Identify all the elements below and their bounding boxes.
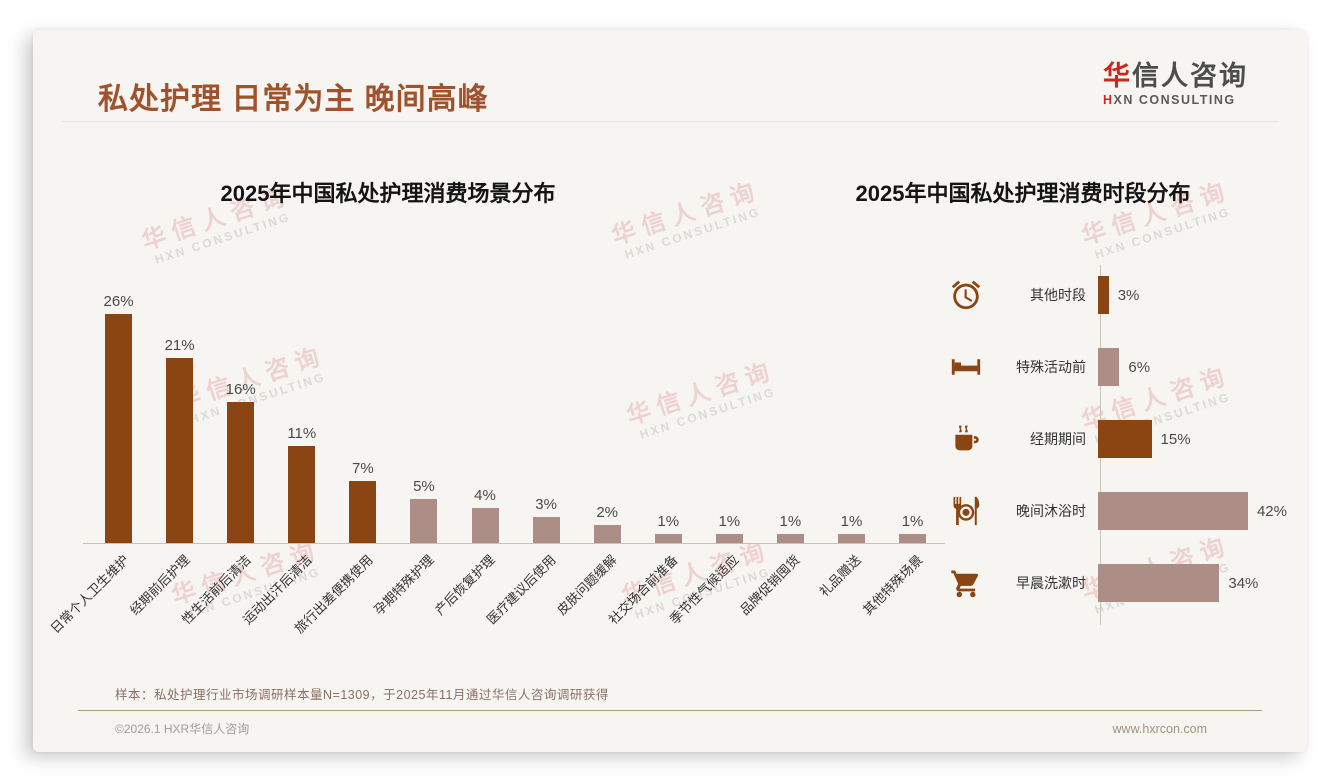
time-category-label: 特殊活动前 — [1016, 359, 1086, 375]
website-url: www.hxrcon.com — [1112, 722, 1207, 736]
scene-bar-value-label: 5% — [413, 478, 435, 495]
time-category-label: 早晨洗漱时 — [1016, 575, 1086, 591]
logo-english-name: HXN CONSULTING — [1103, 92, 1236, 107]
time-category-label: 其他时段 — [1030, 287, 1086, 303]
watermark-en-text: HXN CONSULTING — [623, 204, 763, 262]
time-bar — [1098, 420, 1152, 458]
time-bar-value-label: 6% — [1128, 358, 1151, 376]
scene-bar-category-label: 皮肤问题缓解 — [554, 552, 620, 618]
time-row: 早晨洗漱时 34% — [948, 563, 1293, 603]
scene-bar — [837, 534, 865, 543]
scene-bar — [288, 446, 316, 543]
scene-bar — [410, 499, 438, 543]
scene-bar — [654, 534, 682, 543]
scene-bar-value-label: 1% — [840, 513, 863, 531]
time-bar — [1098, 276, 1109, 314]
scene-bar-column: 7% 旅行出差便携使用 — [291, 285, 393, 636]
scene-bar — [166, 358, 194, 543]
scene-bar-value-label: 2% — [596, 504, 618, 522]
coffee-icon — [948, 421, 984, 457]
dining-icon — [948, 493, 984, 529]
scene-bar — [471, 507, 499, 543]
watermark-en-text: HXN CONSULTING — [153, 209, 293, 267]
time-row: 经期期间 15% — [948, 419, 1293, 459]
scene-bar — [715, 534, 743, 543]
scene-bar — [593, 525, 621, 543]
scene-bar-column: 1% 礼品赠送 — [817, 285, 882, 600]
time-bar — [1098, 492, 1248, 530]
scene-bar-value-label: 26% — [103, 293, 134, 311]
scene-bar-column: 1% 社交场合前准备 — [606, 285, 699, 627]
report-card: 华信人咨询 HXN CONSULTING 华信人咨询 HXN CONSULTING 华信… — [33, 30, 1307, 752]
scene-bar — [899, 534, 927, 543]
scene-bar-category-label: 季节性气候适应 — [667, 552, 743, 628]
scene-bar-value-label: 16% — [225, 381, 256, 399]
time-row: 晚间沐浴时 42% — [948, 491, 1293, 531]
time-bar-value-label: 3% — [1117, 286, 1140, 304]
scene-bars: 26% 日常个人卫生维护 21% 经期前后护理 16% 性生活前后清洁 11% 运动出汗后清洁… — [47, 285, 943, 636]
scene-bar-category-label: 社交场合前准备 — [606, 552, 681, 628]
scene-bar — [349, 481, 377, 543]
scene-bar-value-label: 11% — [287, 425, 317, 443]
time-category-label: 晚间沐浴时 — [1016, 503, 1086, 519]
scene-bar-value-label: 1% — [901, 513, 924, 531]
scene-bar-value-label: 1% — [779, 513, 802, 531]
time-bar-value-label: 42% — [1256, 502, 1287, 520]
scene-bar-category-label: 品牌促销囤货 — [737, 552, 804, 618]
scene-bar-column: 1% 季节性气候适应 — [667, 285, 760, 627]
scene-bar-value-label: 7% — [352, 460, 374, 478]
scene-bar-category-label: 旅行出差便携使用 — [291, 552, 376, 637]
scene-bar-category-label: 经期前后护理 — [126, 552, 193, 618]
time-category-label: 经期期间 — [1030, 431, 1086, 447]
time-row: 其他时段 3% — [948, 275, 1293, 315]
logo-chinese-name: 华信人咨询 — [1103, 61, 1248, 91]
scene-bar-value-label: 3% — [535, 495, 557, 513]
scene-bar — [227, 402, 255, 543]
scene-bar-value-label: 1% — [718, 513, 741, 531]
scene-bar-value-label: 1% — [657, 513, 680, 531]
time-bar-value-label: 34% — [1228, 574, 1259, 592]
scene-bar-category-label: 运动出汗后清洁 — [239, 552, 315, 628]
scene-bar-category-label: 孕期特殊护理 — [370, 552, 437, 618]
sample-note: 样本：私处护理行业市场调研样本量N=1309，于2025年11月通过华信人咨询调… — [115, 688, 609, 702]
scene-bar-value-label: 21% — [164, 337, 195, 355]
scene-bar-column: 2% 皮肤问题缓解 — [554, 285, 638, 618]
scene-bar-category-label: 其他特殊场景 — [859, 552, 926, 618]
footer-divider — [78, 710, 1262, 711]
scene-bar-column: 1% 品牌促销囤货 — [737, 285, 821, 618]
scene-x-axis — [83, 543, 945, 544]
scene-bar-column: 1% 其他特殊场景 — [860, 285, 943, 618]
scene-bar-column: 3% 医疗建议后使用 — [484, 285, 577, 627]
scene-bar-category-label: 医疗建议后使用 — [483, 552, 559, 628]
time-row: 特殊活动前 6% — [948, 347, 1293, 387]
time-bar-value-label: 15% — [1160, 430, 1191, 448]
time-bar — [1098, 348, 1120, 386]
time-bar — [1098, 564, 1220, 602]
scene-bar-column: 4% 产后恢复护理 — [432, 285, 515, 618]
copyright-text: ©2026.1 HXR华信人咨询 — [115, 722, 250, 736]
watermark-en-text: HXN CONSULTING — [1093, 204, 1233, 262]
alarm-clock-icon — [948, 277, 984, 313]
scene-bar — [105, 314, 133, 543]
header-divider — [61, 121, 1279, 122]
scene-bar-category-label: 礼品赠送 — [816, 552, 865, 600]
time-rows: 其他时段 3% 特殊活动前 6% 经期期间 15% 晚间沐浴时 42% 早晨洗漱时 34% — [948, 275, 1293, 635]
cart-icon — [948, 565, 984, 601]
scene-bar-column: 11% 运动出汗后清洁 — [240, 285, 332, 627]
company-logo: 华信人咨询 HXN CONSULTING — [1103, 61, 1248, 107]
time-chart-title: 2025年中国私处护理消费时段分布 — [855, 181, 1191, 206]
scene-bar-column: 5% 孕期特殊护理 — [371, 285, 454, 618]
bed-icon — [948, 349, 984, 385]
scene-bar-value-label: 4% — [474, 486, 496, 504]
scene-bar-column: 21% 经期前后护理 — [127, 285, 210, 618]
scene-bar — [776, 534, 804, 543]
scene-bar — [532, 516, 560, 543]
scene-bar-category-label: 性生活前后清洁 — [178, 552, 254, 628]
scene-bar-column: 16% 性生活前后清洁 — [178, 285, 271, 627]
page-title: 私处护理 日常为主 晚间高峰 — [98, 83, 489, 116]
scene-bar-category-label: 产后恢复护理 — [431, 552, 498, 618]
scene-chart-title: 2025年中国私处护理消费场景分布 — [220, 181, 556, 206]
scene-bar-column: 26% 日常个人卫生维护 — [47, 285, 149, 636]
